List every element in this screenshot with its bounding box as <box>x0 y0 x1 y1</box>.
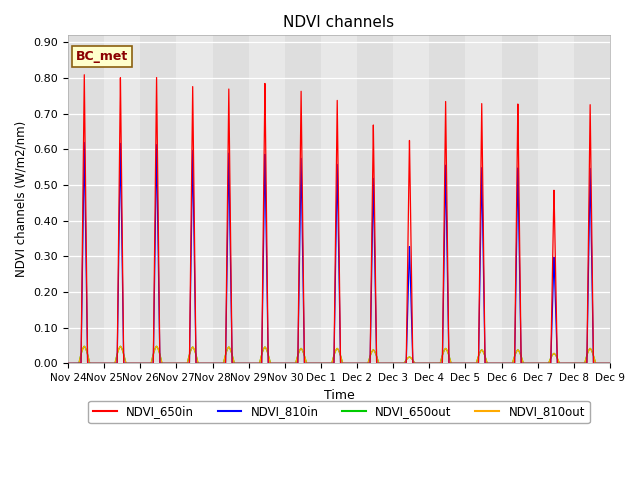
NDVI_810out <box>92 360 99 366</box>
NDVI_810in <box>385 360 392 366</box>
Y-axis label: NDVI channels (W/m2/nm): NDVI channels (W/m2/nm) <box>15 121 28 277</box>
NDVI_810in <box>92 360 99 366</box>
NDVI_650out <box>92 360 99 366</box>
Bar <box>429 36 465 363</box>
NDVI_650in <box>64 360 72 366</box>
NDVI_650in <box>606 360 614 366</box>
NDVI_650out <box>466 360 474 366</box>
NDVI_810out <box>495 360 502 366</box>
Bar <box>140 36 177 363</box>
NDVI_650in <box>495 360 502 366</box>
NDVI_650in <box>260 133 268 139</box>
NDVI_650in <box>81 72 88 78</box>
NDVI_810out <box>81 343 88 349</box>
Bar <box>574 36 610 363</box>
Legend: NDVI_650in, NDVI_810in, NDVI_650out, NDVI_810out: NDVI_650in, NDVI_810in, NDVI_650out, NDV… <box>88 401 590 423</box>
NDVI_810out <box>606 360 614 366</box>
Line: NDVI_810in: NDVI_810in <box>68 143 610 363</box>
NDVI_650in <box>466 360 474 366</box>
NDVI_810out <box>64 360 72 366</box>
Bar <box>212 36 249 363</box>
NDVI_650in <box>92 360 99 366</box>
NDVI_650in <box>385 360 392 366</box>
NDVI_810in <box>260 191 268 197</box>
NDVI_810out <box>408 357 416 362</box>
Bar <box>68 36 104 363</box>
NDVI_810in <box>606 360 614 366</box>
NDVI_650out <box>495 360 502 366</box>
Line: NDVI_650out: NDVI_650out <box>68 346 610 363</box>
NDVI_650out <box>260 345 268 350</box>
Line: NDVI_810out: NDVI_810out <box>68 346 610 363</box>
NDVI_810in <box>408 350 416 356</box>
NDVI_810in <box>81 140 88 145</box>
NDVI_650out <box>64 360 72 366</box>
NDVI_810in <box>64 360 72 366</box>
NDVI_810in <box>466 360 474 366</box>
NDVI_650out <box>81 343 88 349</box>
NDVI_810out <box>466 360 474 366</box>
Bar <box>502 36 538 363</box>
Title: NDVI channels: NDVI channels <box>284 15 395 30</box>
Bar <box>357 36 393 363</box>
Text: BC_met: BC_met <box>76 50 129 63</box>
NDVI_810out <box>385 360 392 366</box>
NDVI_650out <box>606 360 614 366</box>
NDVI_650out <box>408 357 416 362</box>
NDVI_810in <box>495 360 502 366</box>
NDVI_650out <box>385 360 392 366</box>
X-axis label: Time: Time <box>324 389 355 402</box>
NDVI_810out <box>260 345 268 350</box>
Bar <box>285 36 321 363</box>
Line: NDVI_650in: NDVI_650in <box>68 75 610 363</box>
NDVI_650in <box>408 340 416 346</box>
